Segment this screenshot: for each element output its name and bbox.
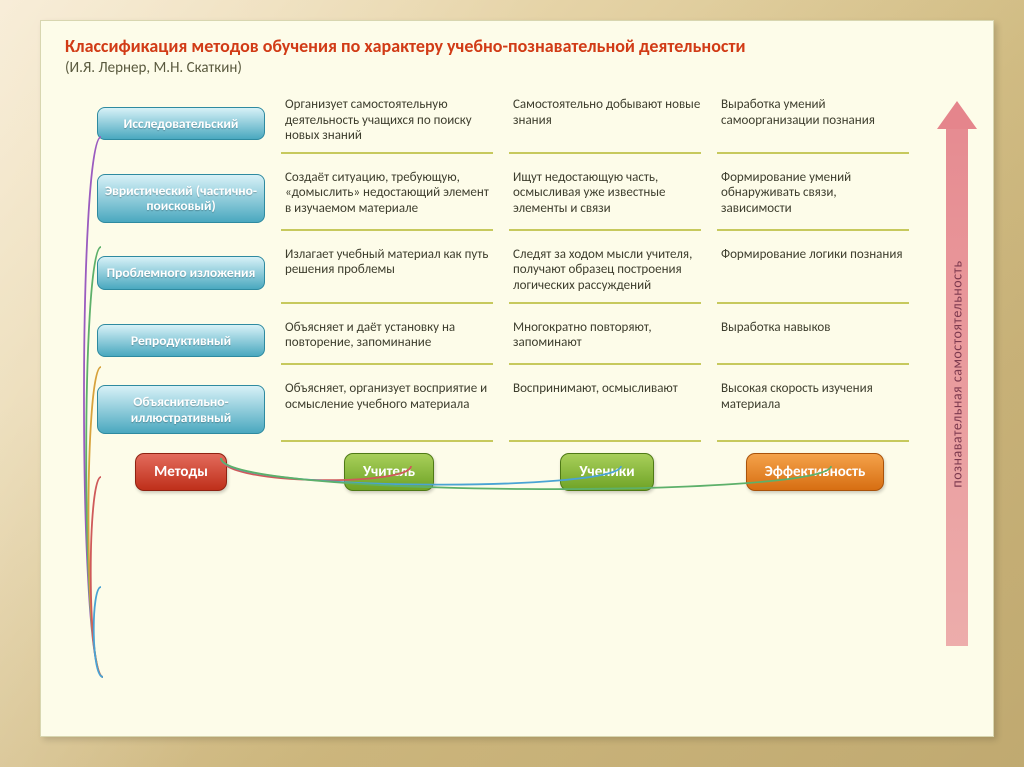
cell-effect-3: Выработка навыков [715,310,915,372]
vertical-arrow: познавательная самостоятельность [941,101,973,646]
cell-teacher-0: Организует самостоятельную деятельность … [279,87,499,160]
cell-teacher-1: Создаёт ситуацию, требующую, «домыслить»… [279,160,499,237]
cell-teacher-3: Объясняет и даёт установку на повторение… [279,310,499,372]
arrowhead-icon [937,101,977,129]
method-research: Исследовательский [97,107,265,141]
category-methods: Методы [135,453,227,491]
method-reproductive: Репродуктивный [97,324,265,358]
category-teacher: Учитель [344,453,434,491]
method-problem: Проблемного изложения [97,256,265,290]
cell-effect-1: Формирование умений обнаруживать связи, … [715,160,915,237]
cell-students-4: Воспринимают, осмысливают [507,371,707,448]
cell-effect-0: Выработка умений самоорганизации познани… [715,87,915,160]
cell-teacher-4: Объясняет, организует восприятие и осмыс… [279,371,499,448]
cell-teacher-2: Излагает учебный материал как путь решен… [279,237,499,310]
content-panel: Классификация методов обучения по характ… [40,20,994,737]
category-students: Ученики [560,453,653,491]
page-subtitle: (И.Я. Лернер, М.Н. Скаткин) [65,59,975,77]
category-effect: Эффективность [746,453,885,491]
cell-effect-2: Формирование логики познания [715,237,915,310]
vertical-arrow-label: познавательная самостоятельность [949,260,966,487]
cell-effect-4: Высокая скорость изучения материала [715,371,915,448]
cell-students-1: Ищут недостающую часть, осмысливая уже и… [507,160,707,237]
method-heuristic: Эвристический (частично-поисковый) [97,174,265,223]
method-explanatory: Объяснительно-иллюстративный [97,385,265,434]
classification-grid: Исследовательский Организует самостоятел… [91,87,975,496]
cell-students-3: Многократно повторяют, запоминают [507,310,707,372]
page-title: Классификация методов обучения по характ… [65,35,975,57]
cell-students-0: Самостоятельно добывают новые знания [507,87,707,160]
cell-students-2: Следят за ходом мысли учителя, получают … [507,237,707,310]
